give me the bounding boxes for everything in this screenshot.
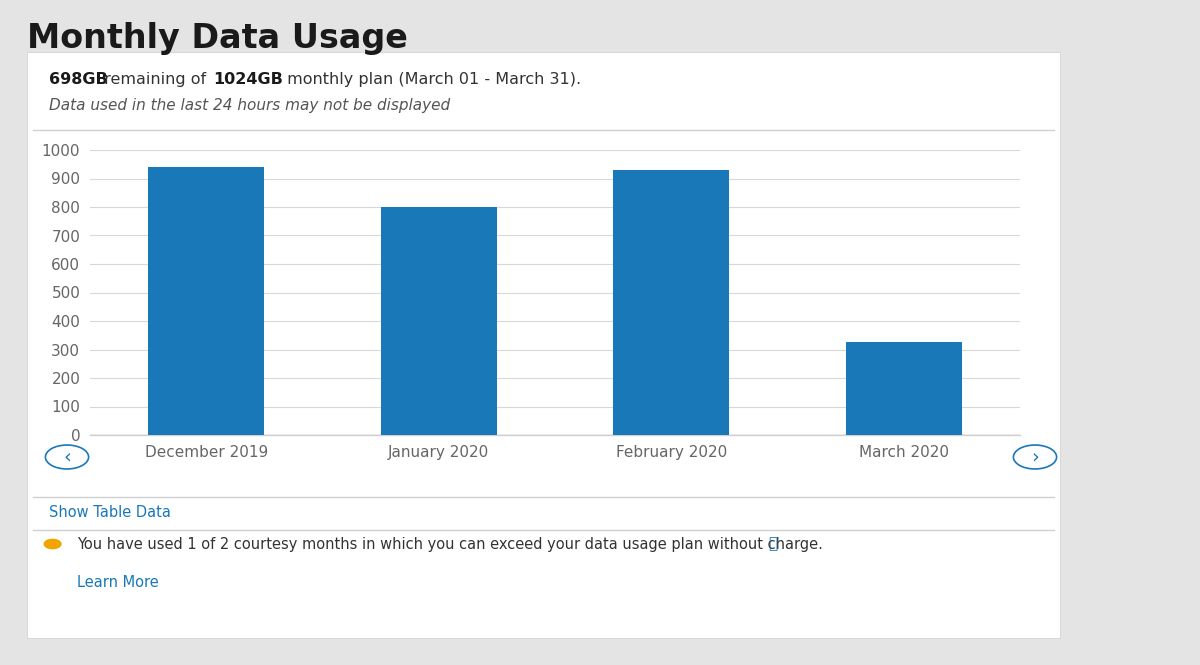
Text: Learn More: Learn More (77, 575, 158, 590)
Text: Show Table Data: Show Table Data (49, 505, 170, 520)
Text: ‹: ‹ (64, 448, 71, 467)
Bar (846, 342, 962, 435)
Text: 698GB: 698GB (49, 72, 108, 87)
Text: remaining of: remaining of (100, 72, 211, 87)
Text: Monthly Data Usage: Monthly Data Usage (28, 22, 408, 55)
Text: 1024GB: 1024GB (214, 72, 283, 87)
Text: You have used 1 of 2 courtesy months in which you can exceed your data usage pla: You have used 1 of 2 courtesy months in … (77, 537, 822, 551)
Text: ⓘ: ⓘ (768, 537, 776, 551)
Bar (380, 207, 497, 435)
Text: Data used in the last 24 hours may not be displayed: Data used in the last 24 hours may not b… (49, 98, 450, 113)
Text: monthly plan (March 01 - March 31).: monthly plan (March 01 - March 31). (282, 72, 581, 87)
Bar (148, 167, 264, 435)
Text: ›: › (1031, 448, 1039, 467)
Bar (613, 170, 730, 435)
